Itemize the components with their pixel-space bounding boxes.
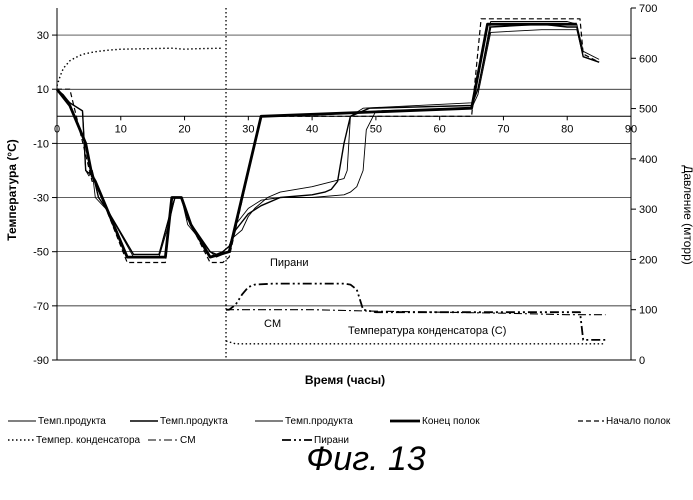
x-tick-label: 30: [242, 123, 254, 135]
x-tick-label: 20: [178, 123, 190, 135]
legend-label: Темп.продукта: [160, 416, 228, 427]
y2-tick-label: 400: [639, 154, 657, 166]
legend-label: Темп.продукта: [38, 416, 106, 427]
y2-tick-label: 300: [639, 204, 657, 216]
series-line-3: [57, 24, 577, 257]
series-line-5: [226, 341, 606, 344]
y2-tick-label: 700: [639, 3, 657, 15]
y-tick-label: -30: [33, 193, 49, 205]
legend-label: Конец полок: [422, 416, 480, 427]
figure-caption: Фиг. 13: [306, 440, 426, 478]
series-line-6: [57, 48, 223, 86]
y2-tick-label: 200: [639, 254, 657, 266]
gridlines: [57, 35, 631, 360]
x-tick-label: 90: [625, 123, 637, 135]
x-tick-label: 80: [561, 123, 573, 135]
series-line-0: [57, 22, 599, 258]
y2-tick-label: 0: [639, 355, 645, 367]
series-line-4: [57, 19, 599, 263]
x-axis-label: Время (часы): [305, 373, 385, 387]
annotation-cm: CM: [264, 318, 281, 330]
series-line-1: [57, 24, 599, 254]
y-tick-label: -90: [33, 355, 49, 367]
x-tick-label: 40: [306, 123, 318, 135]
x-tick-label: 10: [115, 123, 127, 135]
series-lines: [57, 19, 606, 344]
annotation-condenser: Температура конденсатора (C): [348, 325, 506, 337]
x-tick-label: 0: [54, 123, 60, 135]
y-tick-label: 30: [37, 30, 49, 42]
x-tick-label: 50: [370, 123, 382, 135]
y2-axis-label: Давление (мторр): [681, 165, 693, 265]
y-axis-label: Температура (°C): [5, 139, 19, 241]
y-tick-label: -50: [33, 247, 49, 259]
y-tick-label: -10: [33, 138, 49, 150]
y2-tick-label: 600: [639, 53, 657, 65]
legend-label: Начало полок: [606, 416, 671, 427]
x-tick-label: 70: [497, 123, 509, 135]
y2-tick-label: 500: [639, 104, 657, 116]
legend-label: Темп.продукта: [285, 416, 353, 427]
y2-tick-label: 100: [639, 305, 657, 317]
x-tick-label: 60: [434, 123, 446, 135]
series-line-8: [226, 310, 606, 315]
legend-label: CM: [180, 435, 196, 446]
series-line-2: [57, 30, 599, 255]
y-tick-label: -70: [33, 301, 49, 313]
legend-label: Темпер. конденсатора: [36, 435, 141, 446]
annotation-pirani: Пирани: [270, 257, 309, 269]
y-tick-label: 10: [37, 84, 49, 96]
